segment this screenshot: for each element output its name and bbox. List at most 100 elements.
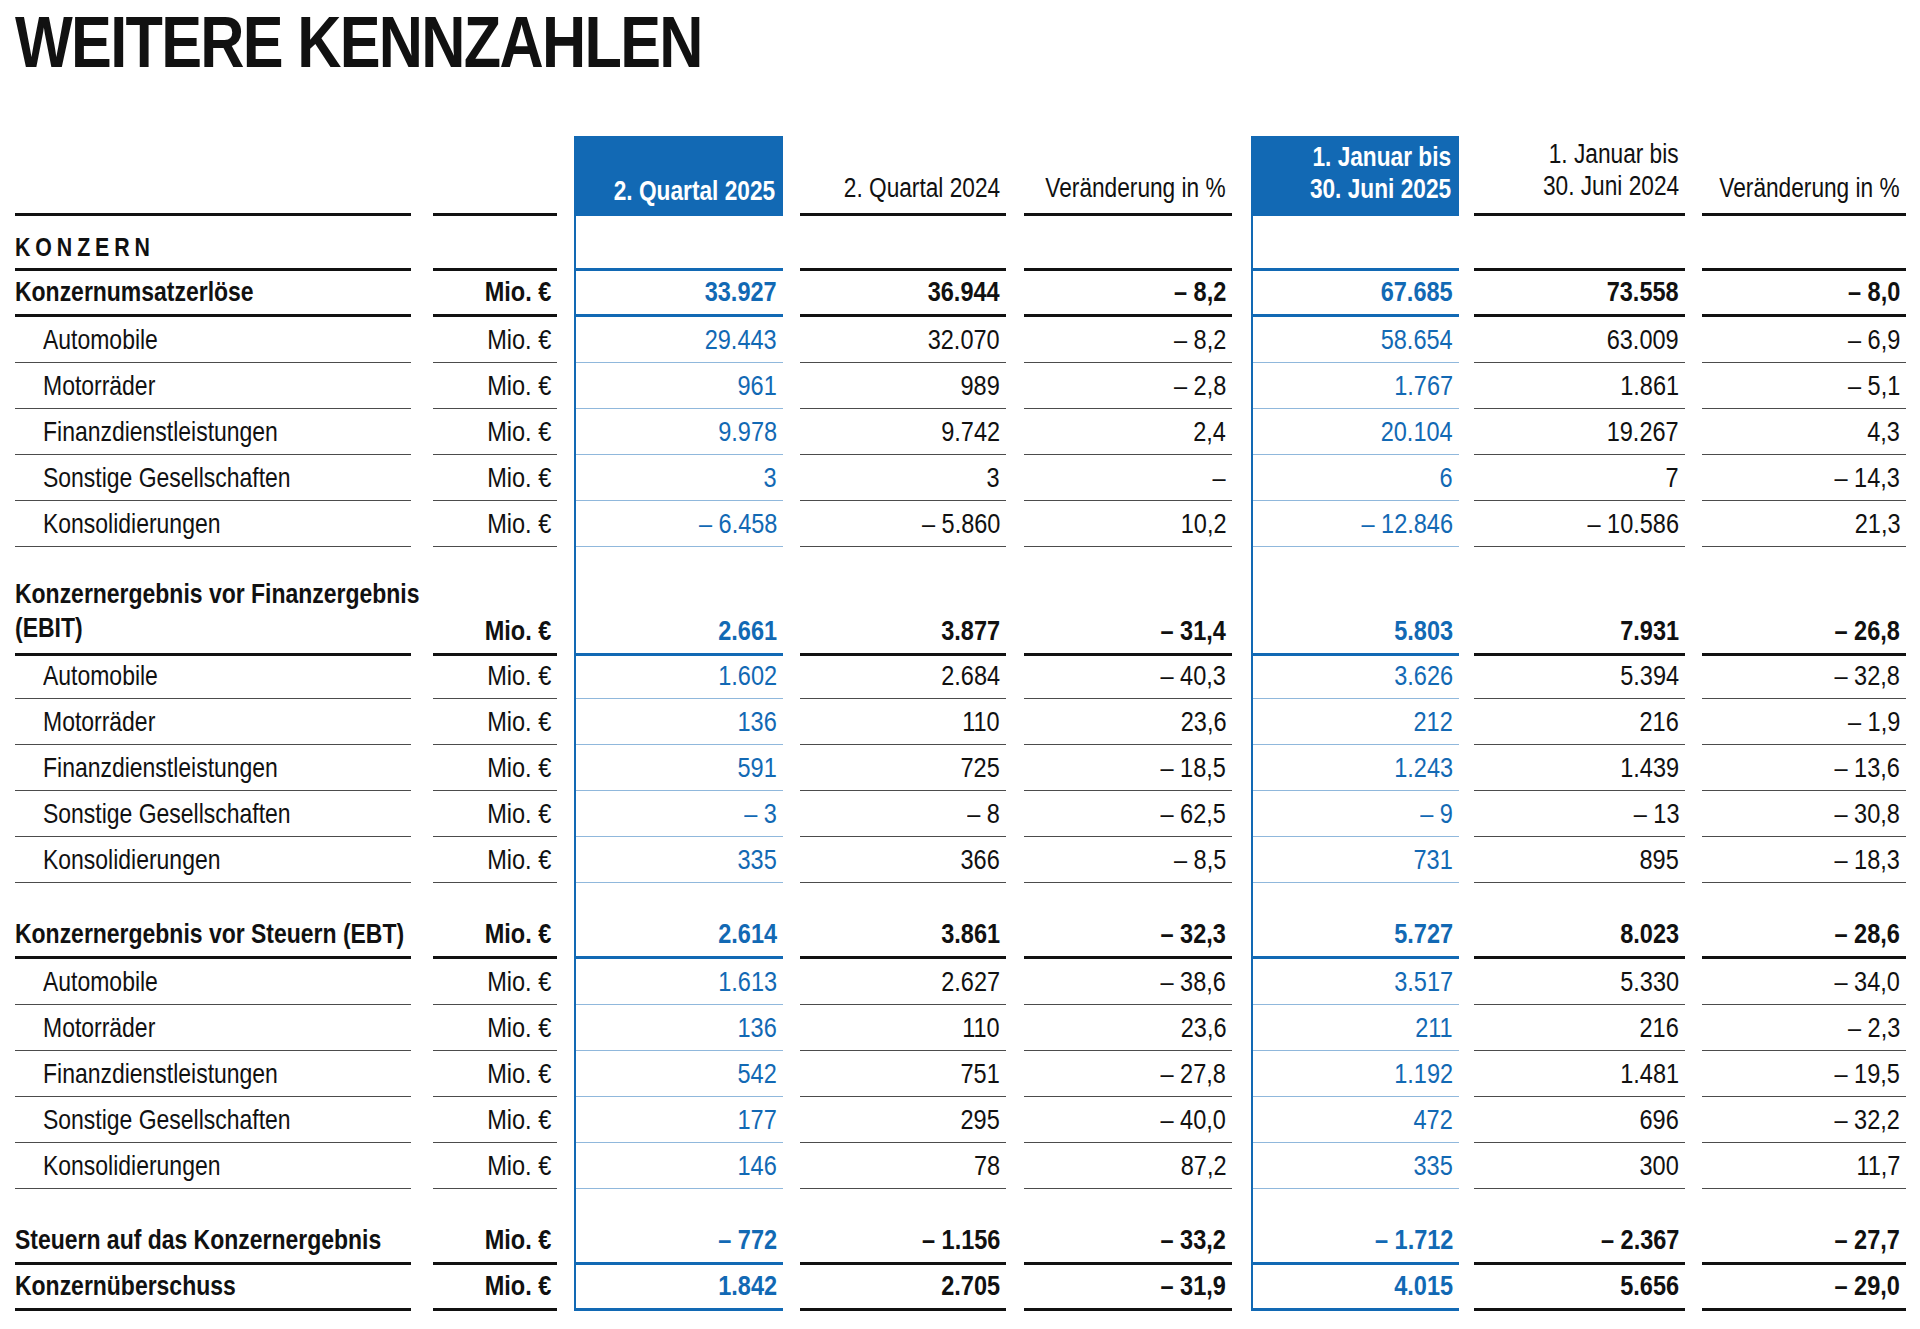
value-change-half-text: – 32,2 xyxy=(1835,1106,1900,1134)
value-h1-2024: 8.023 xyxy=(1474,913,1685,959)
value-change-half: 4,3 xyxy=(1702,409,1906,455)
unit-cell: Mio. € xyxy=(433,271,557,317)
value-change-half: – 5,1 xyxy=(1702,363,1906,409)
value-q2-2024-text: – 8 xyxy=(967,800,1000,828)
row-label-text: Konzernüberschuss xyxy=(15,1272,236,1300)
unit-cell-text: Mio. € xyxy=(487,1014,551,1042)
section-gap xyxy=(15,1189,1906,1219)
unit-cell-text: Mio. € xyxy=(484,1272,551,1300)
value-h1-2024-text: 1.439 xyxy=(1620,754,1679,782)
value-q2-2025: 1.602 xyxy=(574,653,783,699)
value-q2-2024: 3.861 xyxy=(800,913,1006,959)
table-row: Sonstige GesellschaftenMio. €177295– 40,… xyxy=(15,1097,1906,1143)
value-q2-2025-text: 9.978 xyxy=(718,418,777,446)
unit-cell: Mio. € xyxy=(433,1143,557,1189)
unit-cell: Mio. € xyxy=(433,1005,557,1051)
value-change-quarter-text: – 40,0 xyxy=(1161,1106,1226,1134)
value-q2-2024: 9.742 xyxy=(800,409,1006,455)
unit-cell: Mio. € xyxy=(433,837,557,883)
value-h1-2025: 3.626 xyxy=(1251,653,1459,699)
value-q2-2025-text: 3 xyxy=(764,464,777,492)
unit-cell: Mio. € xyxy=(433,959,557,1005)
value-q2-2025-text: 136 xyxy=(738,1014,777,1042)
value-change-quarter: – 31,9 xyxy=(1024,1265,1232,1311)
value-h1-2025: 58.654 xyxy=(1251,317,1459,363)
row-label: Konzernergebnis vor Finanzergebnis(EBIT) xyxy=(15,577,411,656)
section-value-h1-2024 xyxy=(1474,216,1685,271)
row-label: Finanzdienstleistungen xyxy=(15,409,411,455)
value-h1-2024-text: 300 xyxy=(1640,1152,1679,1180)
row-label: Konsolidierungen xyxy=(15,501,411,547)
value-h1-2025-text: 212 xyxy=(1414,708,1453,736)
value-q2-2024-text: 36.944 xyxy=(928,278,1000,306)
value-q2-2024: 3 xyxy=(800,455,1006,501)
value-q2-2025-text: 1.613 xyxy=(718,968,777,996)
value-change-quarter-text: – 2,8 xyxy=(1174,372,1226,400)
unit-cell-text: Mio. € xyxy=(487,800,551,828)
value-q2-2024: 3.877 xyxy=(800,577,1006,656)
value-change-quarter: 23,6 xyxy=(1024,1005,1232,1051)
value-h1-2025: 211 xyxy=(1251,1005,1459,1051)
unit-cell-text: Mio. € xyxy=(484,278,551,306)
unit-cell: Mio. € xyxy=(433,363,557,409)
value-h1-2025: 1.767 xyxy=(1251,363,1459,409)
header-q2-2025-text: 2. Quartal 2025 xyxy=(614,178,775,205)
header-q2-2024: 2. Quartal 2024 xyxy=(800,136,1006,216)
value-q2-2024: – 8 xyxy=(800,791,1006,837)
unit-cell-text: Mio. € xyxy=(487,968,551,996)
value-q2-2025: 136 xyxy=(574,1005,783,1051)
header-h1-2025: 1. Januar bis 30. Juni 2025 xyxy=(1251,136,1459,216)
unit-cell-text: Mio. € xyxy=(487,326,551,354)
table-row: Steuern auf das KonzernergebnisMio. €– 7… xyxy=(15,1219,1906,1265)
unit-cell-text: Mio. € xyxy=(487,1060,551,1088)
value-h1-2025-text: 1.243 xyxy=(1394,754,1453,782)
value-q2-2024: 110 xyxy=(800,699,1006,745)
row-label: Konzernüberschuss xyxy=(15,1265,411,1311)
row-label-text: Konsolidierungen xyxy=(43,510,220,538)
value-q2-2025-text: 177 xyxy=(738,1106,777,1134)
value-q2-2025-text: 29.443 xyxy=(705,326,777,354)
value-q2-2025: 335 xyxy=(574,837,783,883)
value-q2-2024: 2.627 xyxy=(800,959,1006,1005)
value-h1-2025-text: – 1.712 xyxy=(1375,1226,1453,1254)
row-label-text: Konzernumsatzerlöse xyxy=(15,278,254,306)
value-q2-2025: 1.842 xyxy=(574,1265,783,1311)
value-change-quarter-text: – 8,2 xyxy=(1174,278,1226,306)
value-h1-2025-text: 472 xyxy=(1414,1106,1453,1134)
row-label-text: Finanzdienstleistungen xyxy=(43,1060,278,1088)
value-q2-2024-text: 2.684 xyxy=(941,662,1000,690)
value-h1-2024: 63.009 xyxy=(1474,317,1685,363)
value-change-half: – 6,9 xyxy=(1702,317,1906,363)
value-change-half: – 13,6 xyxy=(1702,745,1906,791)
value-h1-2025: 20.104 xyxy=(1251,409,1459,455)
section-unit-cell xyxy=(433,216,557,271)
value-change-quarter: 87,2 xyxy=(1024,1143,1232,1189)
header-change-quarter-text: Veränderung in % xyxy=(1046,175,1226,202)
value-change-half-text: – 18,3 xyxy=(1835,846,1900,874)
value-h1-2025: 1.192 xyxy=(1251,1051,1459,1097)
value-change-quarter-text: – 31,4 xyxy=(1161,617,1226,645)
value-h1-2024: 216 xyxy=(1474,699,1685,745)
value-change-half: 21,3 xyxy=(1702,501,1906,547)
value-h1-2025-text: 1.192 xyxy=(1394,1060,1453,1088)
value-h1-2025: 1.243 xyxy=(1251,745,1459,791)
row-label-text: Sonstige Gesellschaften xyxy=(43,800,291,828)
row-label-text: Motorräder xyxy=(43,372,155,400)
row-label: Automobile xyxy=(15,317,411,363)
unit-cell-text: Mio. € xyxy=(484,920,551,948)
value-h1-2024: 895 xyxy=(1474,837,1685,883)
value-change-quarter: – 2,8 xyxy=(1024,363,1232,409)
value-change-half-text: 4,3 xyxy=(1867,418,1900,446)
value-change-half-text: 11,7 xyxy=(1856,1152,1900,1180)
value-h1-2024-text: – 2.367 xyxy=(1601,1226,1679,1254)
value-h1-2025-text: 3.626 xyxy=(1394,662,1453,690)
unit-cell: Mio. € xyxy=(433,317,557,363)
page-title-wrap: WEITERE KENNZAHLEN xyxy=(15,6,1920,78)
value-q2-2024-text: 3 xyxy=(987,464,1000,492)
row-label-line2-text: (EBIT) xyxy=(15,611,83,645)
value-change-quarter-text: 87,2 xyxy=(1180,1152,1226,1180)
value-change-quarter: – 27,8 xyxy=(1024,1051,1232,1097)
value-h1-2025: – 9 xyxy=(1251,791,1459,837)
value-h1-2025-text: 4.015 xyxy=(1394,1272,1453,1300)
value-q2-2025-text: – 3 xyxy=(744,800,777,828)
